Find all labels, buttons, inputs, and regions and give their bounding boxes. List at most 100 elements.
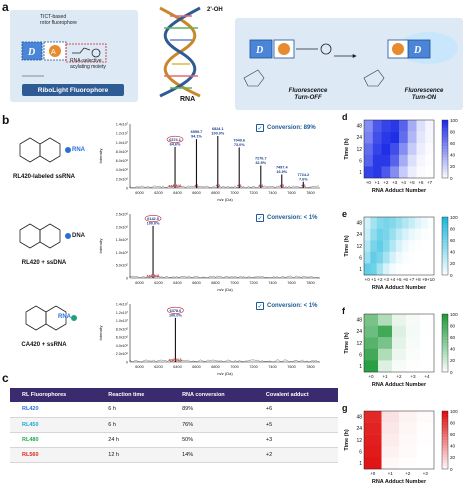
tict-label: TICT-based rotor fluorophore — [40, 14, 77, 26]
heatmap-cell — [382, 120, 391, 132]
x-tick-label: 7800 — [306, 365, 314, 369]
check-icon: ✓ — [256, 214, 264, 222]
colorbar-segment — [442, 317, 448, 320]
x-tick-label: 6000 — [135, 365, 143, 369]
heatmap-cell — [408, 155, 417, 167]
y-tick-label: 12 — [356, 438, 362, 444]
colorbar-segment — [442, 169, 448, 172]
heatmap-cell — [382, 457, 400, 469]
heatmap-cell — [382, 411, 400, 423]
colorbar-segment — [442, 229, 448, 232]
heatmap-cell — [417, 446, 435, 458]
x-tick-label: 7200 — [249, 191, 257, 195]
peak-pct-label: 94.1% — [191, 135, 202, 139]
cell-adduct: +2 — [254, 447, 338, 462]
peak-pct-label: 32.5% — [255, 161, 266, 165]
colorbar-segment — [442, 420, 448, 423]
y-tick-label: 1 — [359, 364, 362, 370]
colorbar-segment — [442, 129, 448, 132]
colorbar-segment — [442, 223, 448, 226]
colorbar-segment — [442, 355, 448, 358]
spectrum-2-name: RL420 + ssDNA — [4, 260, 84, 266]
heatmap-cell — [370, 252, 377, 264]
colorbar-segment — [442, 249, 448, 252]
oh-label: 2'-OH — [207, 7, 223, 13]
colorbar-segment — [442, 272, 448, 275]
panel-a-letter: a — [2, 0, 9, 14]
y-tick-label: 4.0x10⁶ — [116, 168, 129, 172]
heatmap-cell — [408, 120, 417, 132]
dna-tag: DNA — [72, 233, 85, 239]
x-tick-label: +4 — [401, 180, 407, 185]
y-tick-label: 1 — [359, 461, 362, 467]
table-row: RL560 12 h 14% +2 — [10, 447, 338, 462]
y-tick-label: 1 — [359, 170, 362, 176]
cell-fluorophore: RL420 — [10, 402, 96, 417]
x-tick-label: +7 — [409, 277, 415, 282]
heatmap-cell — [370, 263, 377, 275]
colorbar-segment — [442, 463, 448, 466]
colorbar-segment — [442, 320, 448, 323]
x-tick-label: 6600 — [192, 365, 200, 369]
y-tick-label: 8.0x10⁶ — [116, 327, 129, 331]
spectrum-1-name: RL420-labeled ssRNA — [4, 174, 84, 180]
heatmap-cell — [402, 252, 409, 264]
x-tick-label: 6000 — [135, 191, 143, 195]
heatmap-cell — [364, 457, 382, 469]
x-tick-label: 7000 — [230, 191, 238, 195]
colorbar-tick: 60 — [450, 141, 456, 146]
colorbar-segment — [442, 314, 448, 317]
y-tick-label: 24 — [356, 329, 362, 335]
x-tick-label: +2 — [383, 180, 389, 185]
heatmap-cell — [373, 143, 382, 155]
peak-mz-label: 7276.7 — [255, 157, 267, 161]
heatmap-cell — [396, 263, 403, 275]
colorbar-segment — [442, 164, 448, 167]
riboLight-rotor-drawing: D A — [14, 28, 138, 82]
heatmap-cell — [364, 217, 371, 229]
y-tick-label: 48 — [356, 415, 362, 421]
colorbar-tick: 80 — [450, 323, 456, 328]
y-tick-label: 8.0x10⁶ — [116, 150, 129, 154]
colorbar-tick: 60 — [450, 335, 456, 340]
x-tick-label: 6800 — [211, 191, 219, 195]
y-axis-label: Time (h) — [344, 235, 350, 256]
x-tick-label: +1 — [371, 277, 377, 282]
table-row: RL450 6 h 76% +5 — [10, 417, 338, 432]
heatmap-cell — [406, 326, 420, 338]
x-tick-label: +3 — [423, 471, 429, 476]
heatmap-cell — [382, 434, 400, 446]
cell-time: 12 h — [96, 447, 170, 462]
heatmap-cell — [415, 240, 422, 252]
y-tick-label: 4.0x10⁶ — [116, 344, 129, 348]
x-tick-label: +7 — [427, 180, 433, 185]
check-icon: ✓ — [256, 302, 264, 310]
heatmap-cell — [420, 337, 434, 349]
colorbar-tick: 80 — [450, 420, 456, 425]
colorbar-segment — [442, 323, 448, 326]
heatmap-cell — [390, 143, 399, 155]
peak-mz-label: 7049.6 — [233, 138, 245, 142]
heatmap-cell — [390, 155, 399, 167]
x-axis-label: RNA Adduct Number — [372, 382, 427, 388]
colorbar-segment — [442, 366, 448, 369]
x-tick-label: +3 — [410, 374, 416, 379]
heatmap-cell — [420, 349, 434, 361]
y-tick-label: 12 — [356, 147, 362, 153]
conversion-3: ✓ Conversion: < 1% — [256, 302, 318, 310]
heatmap-cell — [370, 240, 377, 252]
heatmap-cell — [364, 252, 371, 264]
colorbar-segment — [442, 246, 448, 249]
heatmap-cell — [408, 166, 417, 178]
colorbar-segment — [442, 452, 448, 455]
heatmap-cell — [399, 423, 417, 435]
heatmap-cell — [390, 120, 399, 132]
peak-mz-label: 6824.1 — [212, 127, 224, 131]
x-tick-label: 7200 — [249, 365, 257, 369]
cell-conversion: 14% — [170, 447, 254, 462]
heatmap-cell — [373, 120, 382, 132]
heatmap-cell — [415, 263, 422, 275]
colorbar-segment — [442, 243, 448, 246]
x-tick-label: +10 — [427, 277, 435, 282]
heatmap-cell — [389, 240, 396, 252]
